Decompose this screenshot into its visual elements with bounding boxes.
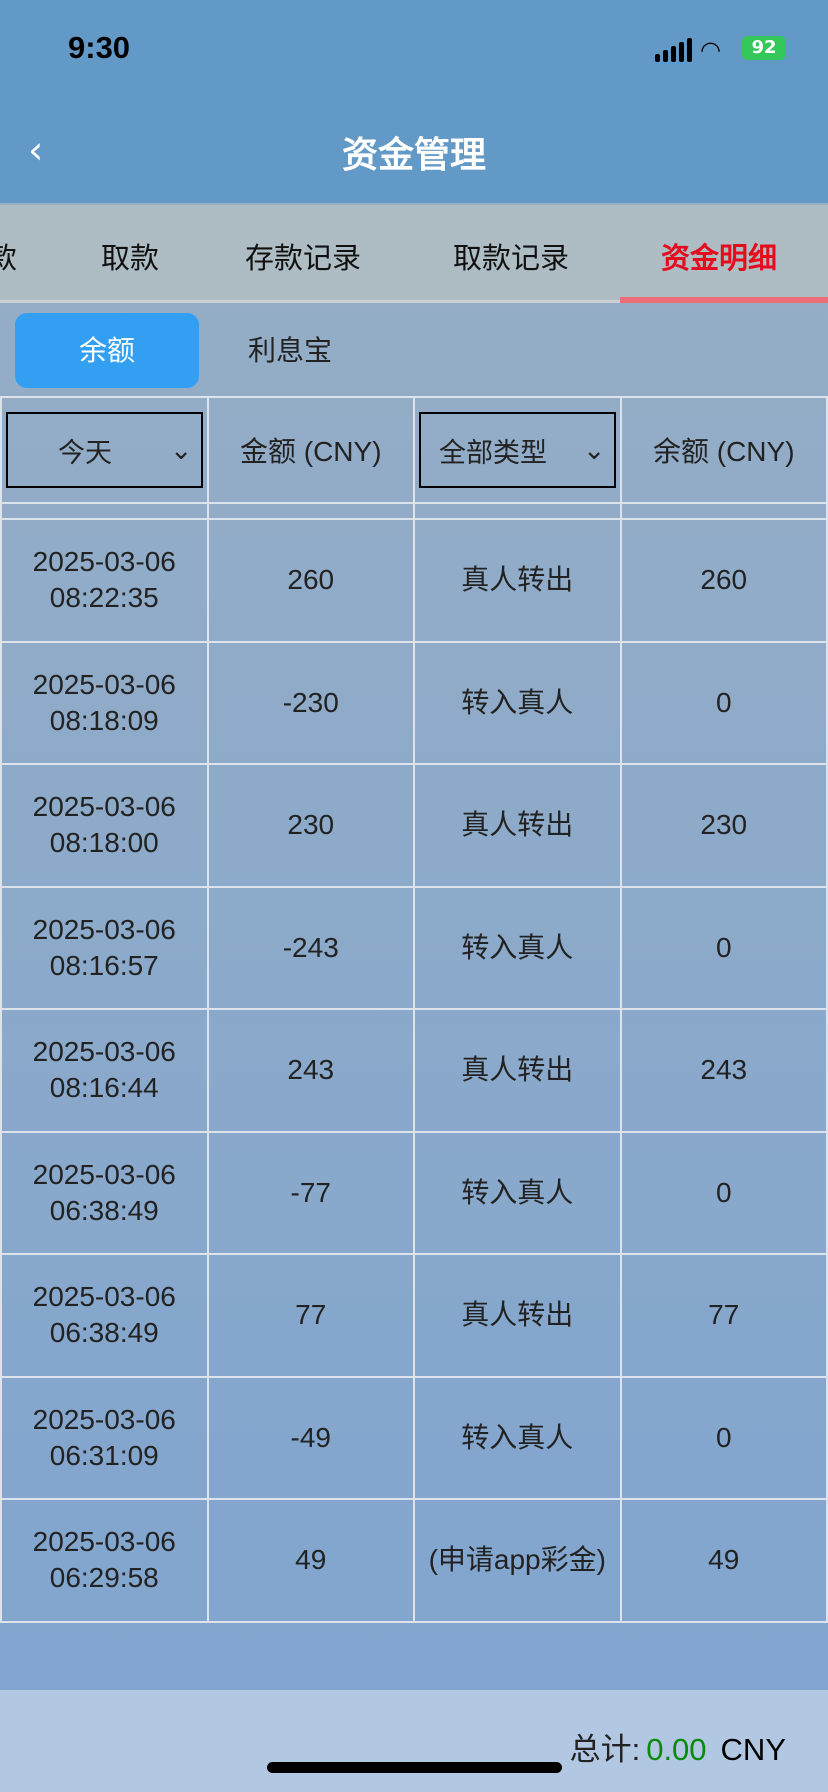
balance-cell: 230 [619,763,828,888]
total: 总计: 0.00 CNY [569,1732,786,1767]
total-value: 0.00 [646,1732,707,1767]
back-button[interactable]: ‹ [28,128,44,172]
home-indicator [267,1762,562,1773]
tab-bar: 款 取款 存款记录 取款记录 资金明细 [0,205,828,303]
active-tab-indicator [620,297,828,303]
fund-table: 今天 ⌄ 金额 (CNY) 全部类型 ⌄ 余额 (CNY) 2025-03-06 08… [0,396,828,1623]
amount-cell: 77 [206,1253,415,1378]
datetime-cell: 2025-03-06 06:29:58 [0,1498,209,1623]
type-cell: 真人转出 [413,1253,622,1378]
table-row: 2025-03-06 08:18:09 -230 转入真人 0 [0,640,828,765]
type-cell: 转入真人 [413,885,622,1010]
datetime-cell: 2025-03-06 08:18:00 [0,763,209,888]
balance-cell: 0 [619,885,828,1010]
type-cell: (申请app彩金) [413,1498,622,1623]
table-row: 2025-03-06 06:31:09 -49 转入真人 0 [0,1375,828,1500]
balance-cell: 0 [619,1130,828,1255]
tab-fund-details[interactable]: 资金明细 [661,241,778,275]
amount-cell: 260 [206,518,415,643]
amount-cell: -230 [206,640,415,765]
datetime-cell: 2025-03-06 08:22:35 [0,518,209,643]
status-time: 9:30 [68,30,131,65]
battery-icon: 92 [742,36,786,60]
datetime-cell: 2025-03-06 08:18:09 [0,640,209,765]
table-row: 2025-03-06 06:38:49 77 真人转出 77 [0,1253,828,1378]
table-header: 今天 ⌄ 金额 (CNY) 全部类型 ⌄ 余额 (CNY) [0,396,828,504]
table-row: 2025-03-06 06:29:58 49 (申请app彩金) 49 [0,1498,828,1623]
tab-withdraw[interactable]: 取款 [101,241,160,275]
amount-cell: 49 [206,1498,415,1623]
balance-header: 余额 (CNY) [619,396,828,504]
amount-cell: -243 [206,885,415,1010]
amount-header: 金额 (CNY) [206,396,415,504]
datetime-cell: 2025-03-06 08:16:44 [0,1008,209,1133]
amount-cell: 230 [206,763,415,888]
balance-cell: 77 [619,1253,828,1378]
subtab-interest[interactable]: 利息宝 [247,334,332,367]
balance-cell: 260 [619,518,828,643]
subtab-balance[interactable]: 余额 [15,313,199,388]
footer: 总计: 0.00 CNY [0,1690,828,1792]
table-row: 2025-03-06 08:18:00 230 真人转出 230 [0,763,828,888]
table-row: 2025-03-06 06:38:49 -77 转入真人 0 [0,1130,828,1255]
date-filter-select[interactable]: 今天 ⌄ [6,412,203,488]
table-row: 2025-03-06 08:16:44 243 真人转出 243 [0,1008,828,1133]
balance-cell: 0 [619,1375,828,1500]
type-filter-select[interactable]: 全部类型 ⌄ [419,412,616,488]
signal-icon [655,38,692,62]
amount-cell: -77 [206,1130,415,1255]
wifi-icon: ◠ [700,36,721,64]
datetime-cell: 2025-03-06 06:38:49 [0,1130,209,1255]
balance-cell: 0 [619,640,828,765]
tab-withdraw-records[interactable]: 取款记录 [453,241,570,275]
type-cell: 转入真人 [413,1375,622,1500]
amount-cell: -49 [206,1375,415,1500]
type-cell: 真人转出 [413,763,622,888]
page-title: 资金管理 [341,135,486,176]
type-cell: 转入真人 [413,640,622,765]
amount-cell: 243 [206,1008,415,1133]
chevron-down-icon: ⌄ [169,434,193,465]
type-cell: 转入真人 [413,1130,622,1255]
type-cell: 真人转出 [413,1008,622,1133]
balance-cell: 49 [619,1498,828,1623]
balance-cell: 243 [619,1008,828,1133]
tab-deposit-records[interactable]: 存款记录 [245,241,362,275]
datetime-cell: 2025-03-06 08:16:57 [0,885,209,1010]
type-cell: 真人转出 [413,518,622,643]
app-header: 9:30 ◠ 92 ‹ 资金管理 [0,0,828,203]
table-row: 2025-03-06 08:22:35 260 真人转出 260 [0,518,828,643]
chevron-down-icon: ⌄ [582,434,606,465]
datetime-cell: 2025-03-06 06:31:09 [0,1375,209,1500]
table-row: 2025-03-06 08:16:57 -243 转入真人 0 [0,885,828,1010]
datetime-cell: 2025-03-06 06:38:49 [0,1253,209,1378]
tab-deposit[interactable]: 款 [0,241,18,275]
subtab-bar: 余额 利息宝 [0,305,828,395]
